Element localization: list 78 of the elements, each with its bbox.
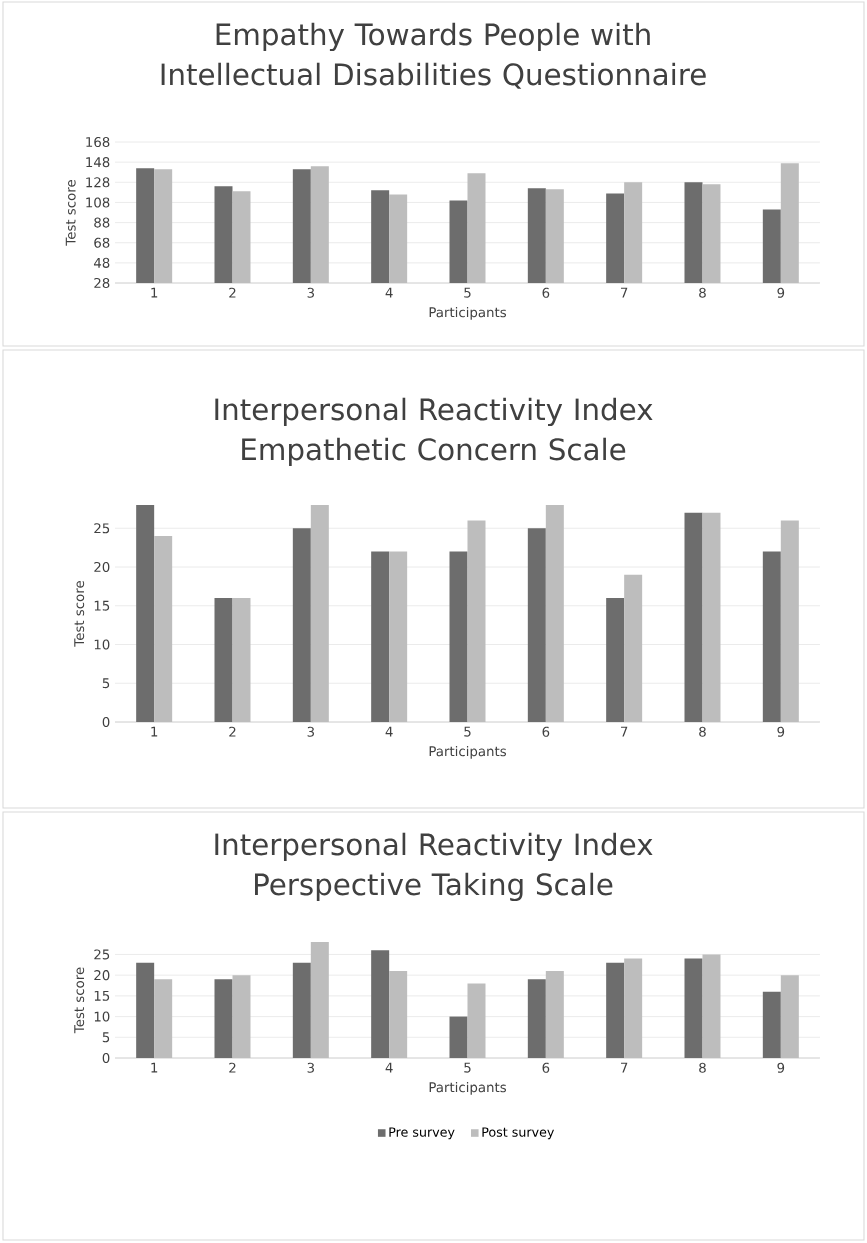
x-tick-label: 7 xyxy=(621,287,628,298)
x-tick-label: 4 xyxy=(385,287,393,298)
x-tick-label: 3 xyxy=(307,1062,315,1073)
y-tick-label: 20 xyxy=(94,561,110,573)
chart-subtitle: Perspective Taking Scale xyxy=(255,872,613,902)
chart-title: Empathy Towards People with Intellectual Disabilities Questionnaire xyxy=(161,22,706,89)
x-tick-label: 2 xyxy=(229,287,236,298)
x-tick-label: 5 xyxy=(464,1062,471,1073)
x-tick-label: 3 xyxy=(307,287,315,298)
x-axis-title: Participants xyxy=(429,306,507,320)
y-tick-label: 25 xyxy=(94,949,110,960)
x-tick-label: 9 xyxy=(777,287,785,298)
y-tick-label: 168 xyxy=(86,136,110,148)
y-tick-label: 25 xyxy=(94,523,110,534)
x-tick-label: 4 xyxy=(385,1062,393,1073)
bar xyxy=(292,962,311,1059)
bar xyxy=(527,979,546,1059)
x-tick-label: 7 xyxy=(621,1062,628,1073)
y-tick-label: 128 xyxy=(86,177,110,188)
x-tick-label: 6 xyxy=(542,1062,550,1073)
y-tick-label: 15 xyxy=(94,990,110,1001)
x-tick-label: 1 xyxy=(151,287,158,298)
x-tick-label: 8 xyxy=(699,287,706,298)
legend-label: Pre survey xyxy=(389,1127,455,1140)
x-tick-label: 1 xyxy=(151,1062,158,1073)
chart-subtitle: Empathetic Concern Scale xyxy=(242,437,626,467)
bar xyxy=(684,512,703,723)
y-tick-label: 10 xyxy=(94,639,110,650)
y-tick-label: 5 xyxy=(102,678,110,689)
y-tick-label: 88 xyxy=(94,217,110,228)
bar xyxy=(214,979,233,1059)
bar xyxy=(371,950,390,1059)
bar xyxy=(606,598,625,723)
y-axis-title: Test score xyxy=(74,967,85,1034)
y-tick-label: 10 xyxy=(94,1011,110,1022)
bar xyxy=(371,551,390,723)
y-tick-label: 5 xyxy=(102,1032,110,1043)
x-tick-label: 5 xyxy=(464,287,471,298)
y-tick-label: 0 xyxy=(102,716,110,728)
y-tick-label: 108 xyxy=(86,197,110,208)
y-axis-title: Test score xyxy=(74,581,85,647)
bar xyxy=(762,991,781,1059)
bar xyxy=(136,505,155,723)
x-tick-label: 9 xyxy=(777,1062,785,1073)
bar xyxy=(762,551,781,723)
y-tick-label: 15 xyxy=(94,600,110,611)
bar xyxy=(606,962,625,1059)
x-axis-title: Participants xyxy=(429,1081,507,1095)
bar xyxy=(292,528,311,723)
y-tick-label: 68 xyxy=(94,237,110,248)
x-tick-label: 3 xyxy=(307,726,315,737)
legend-label: Post survey xyxy=(482,1127,555,1140)
y-tick-label: 48 xyxy=(93,257,110,268)
x-tick-label: 2 xyxy=(229,1062,236,1073)
x-tick-label: 8 xyxy=(699,1062,706,1073)
bar xyxy=(136,962,155,1059)
x-tick-label: 6 xyxy=(542,726,550,737)
bar xyxy=(449,1016,468,1059)
chart-title: Interpersonal Reactivity Index xyxy=(215,397,653,427)
x-tick-label: 2 xyxy=(229,726,236,737)
y-tick-label: 20 xyxy=(94,970,110,981)
y-tick-label: 148 xyxy=(86,157,110,168)
bar xyxy=(214,598,233,723)
x-tick-label: 9 xyxy=(777,726,785,737)
bar xyxy=(449,551,468,723)
chart-title: Interpersonal Reactivity Index xyxy=(215,832,653,862)
y-axis-title: Test score xyxy=(65,180,76,246)
x-tick-label: 6 xyxy=(542,287,550,298)
y-tick-label: 28 xyxy=(94,277,110,289)
x-tick-label: 5 xyxy=(464,726,471,737)
x-tick-label: 8 xyxy=(699,726,706,737)
bar xyxy=(684,958,703,1059)
y-tick-label: 0 xyxy=(102,1052,110,1064)
x-tick-label: 4 xyxy=(385,726,393,737)
bar xyxy=(527,528,546,723)
x-tick-label: 1 xyxy=(151,726,158,737)
x-tick-label: 7 xyxy=(621,726,628,737)
x-axis-title: Participants xyxy=(429,745,507,759)
